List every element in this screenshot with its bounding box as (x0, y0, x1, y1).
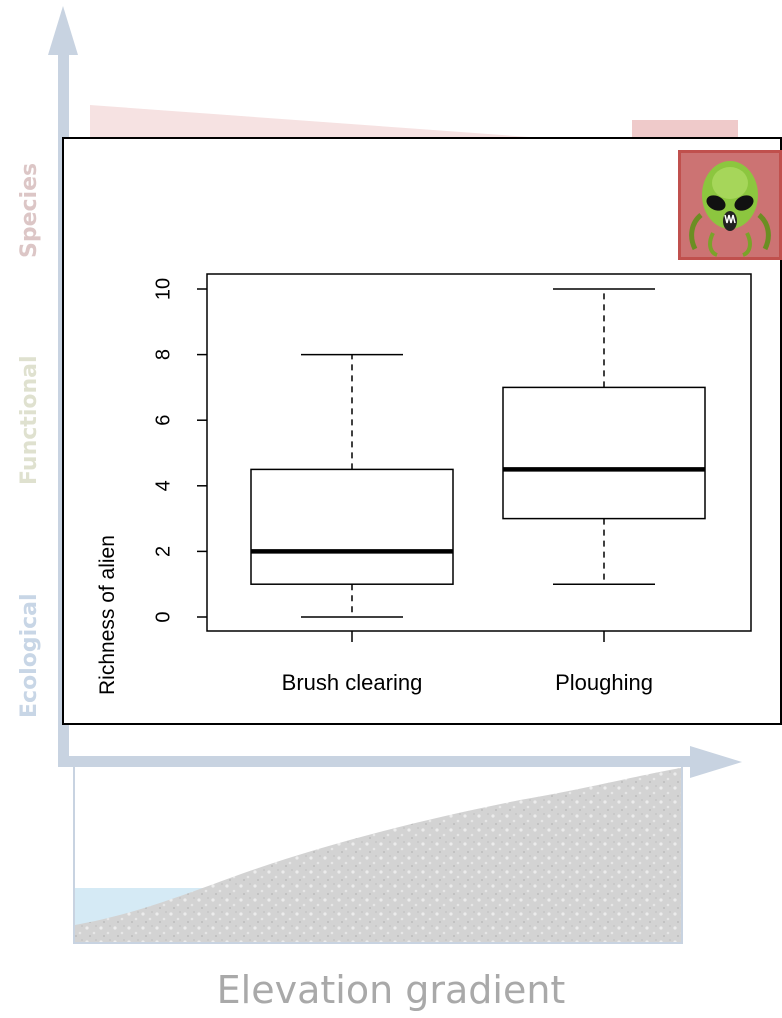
ecological-axis-label: Ecological (17, 593, 42, 718)
y-axis-arrowhead (48, 6, 78, 55)
x-axis-arrowhead (690, 746, 742, 778)
x-tick-label: Ploughing (555, 670, 653, 695)
y-tick-label: 10 (152, 278, 174, 300)
iqr-box (502, 386, 706, 520)
landscape-terrain (75, 768, 681, 942)
functional-axis-label: Functional (17, 355, 42, 485)
elevation-gradient-title: Elevation gradient (216, 968, 566, 1012)
alien-icon (678, 150, 782, 260)
boxplot-chart: 0 2 4 6 8 10 Brush clearing Ploughing (152, 273, 752, 695)
y-tick-label: 6 (152, 415, 174, 426)
boxplot-panel: 0 2 4 6 8 10 Brush clearing Ploughing Richness … (62, 137, 782, 725)
x-axis-arrow-shaft (58, 756, 698, 767)
y-axis-label: Richness of alien (96, 535, 119, 695)
species-block (632, 120, 738, 140)
iqr-box (250, 468, 454, 585)
y-tick-label: 4 (152, 480, 174, 491)
y-tick-label: 8 (152, 349, 174, 360)
x-tick-label: Brush clearing (282, 670, 423, 695)
y-tick-label: 2 (152, 546, 174, 557)
y-tick-label: 0 (152, 611, 174, 622)
species-axis-label: Species (17, 162, 42, 258)
plot-frame (206, 273, 752, 632)
